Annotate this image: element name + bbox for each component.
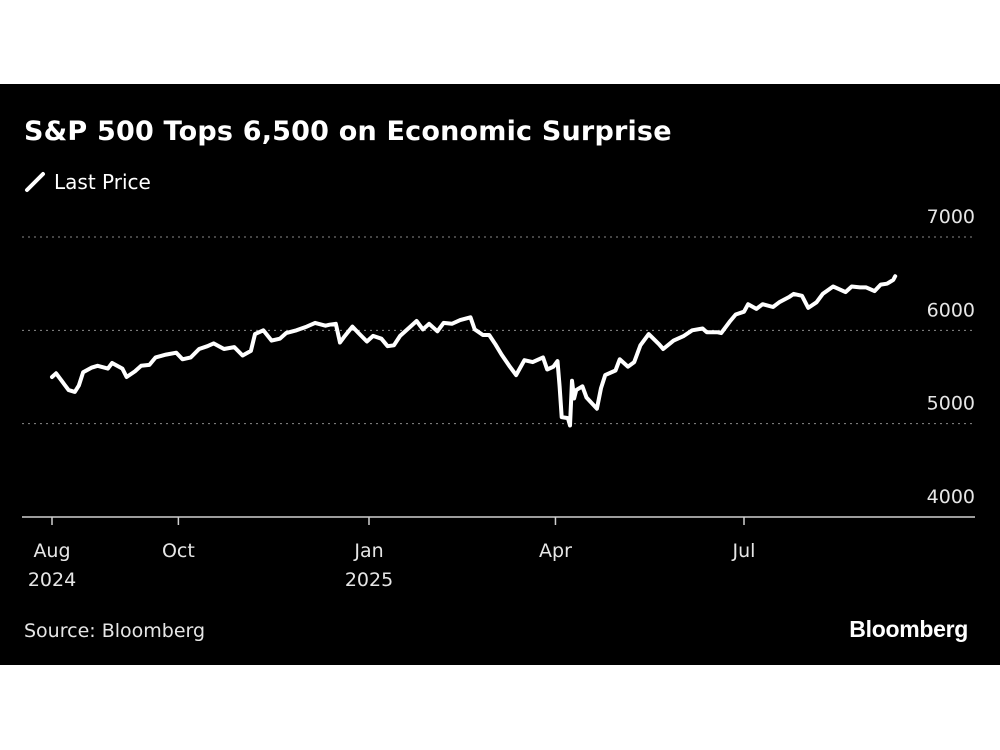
legend-line-swatch-icon <box>25 172 45 192</box>
series-line-last-price <box>50 274 898 428</box>
x-tick-label-aug: Aug <box>33 540 70 562</box>
chart-card: S&P 500 Tops 6,500 on Economic Surprise … <box>0 84 1000 665</box>
y-tick-label-5000: 5000 <box>927 393 975 415</box>
chart-title: S&P 500 Tops 6,500 on Economic Surprise <box>24 116 672 147</box>
x-tick-label-jul: Jul <box>732 540 756 562</box>
x-tick-label-apr: Apr <box>539 540 572 562</box>
y-tick-label-4000: 4000 <box>927 486 975 508</box>
chart-legend: Last Price <box>24 170 151 194</box>
line-chart: 7000 6000 5000 4000 Aug 2024 Oct Jan 2025 Apr Jul <box>22 206 975 591</box>
bloomberg-logo: Bloomberg <box>849 616 968 642</box>
x-tick-year-2025: 2025 <box>345 569 393 591</box>
legend-entry-last-price: Last Price <box>54 170 151 194</box>
x-tick-label-oct: Oct <box>162 540 195 562</box>
source-note: Source: Bloomberg <box>24 620 206 642</box>
x-tick-year-2024: 2024 <box>28 569 76 591</box>
y-tick-label-7000: 7000 <box>927 206 975 228</box>
x-tick-label-jan: Jan <box>353 540 383 562</box>
y-tick-label-6000: 6000 <box>927 299 975 321</box>
